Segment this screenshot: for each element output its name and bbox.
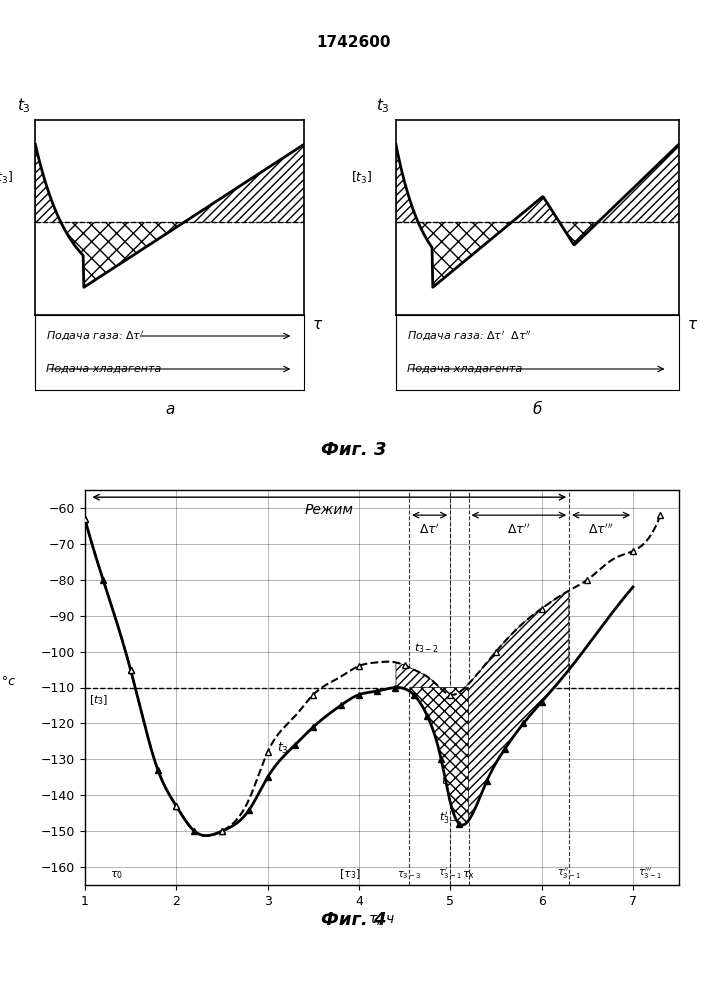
Text: Подача хладагента: Подача хладагента: [407, 364, 522, 374]
Y-axis label: t, °c: t, °c: [0, 674, 15, 688]
Text: а: а: [165, 402, 175, 418]
Text: Подача газа: $\Delta\tau^{\prime}$  $\Delta\tau^{\prime\prime}$: Подача газа: $\Delta\tau^{\prime}$ $\Del…: [407, 329, 532, 343]
Text: 1742600: 1742600: [316, 35, 391, 50]
Text: Фиг. 3: Фиг. 3: [321, 441, 386, 459]
Text: $t_3$: $t_3$: [16, 96, 30, 115]
Text: $\tau$: $\tau$: [312, 317, 323, 332]
Text: Режим: Режим: [305, 503, 354, 517]
Text: Подача хладагента: Подача хладагента: [46, 364, 161, 374]
Text: $[t_3]$: $[t_3]$: [0, 170, 14, 186]
Text: Фиг. 4: Фиг. 4: [321, 911, 386, 929]
Text: $[\tau_3]$: $[\tau_3]$: [339, 868, 361, 881]
Text: $\Delta\tau^{\prime\prime}$: $\Delta\tau^{\prime\prime}$: [507, 522, 530, 537]
Text: $t_3$: $t_3$: [276, 741, 288, 756]
Text: Подача газа: $\Delta\tau^{\prime}$: Подача газа: $\Delta\tau^{\prime}$: [46, 329, 144, 343]
Text: $t_3$: $t_3$: [376, 96, 390, 115]
Text: $t_{3-1}$: $t_{3-1}$: [455, 706, 480, 720]
Text: $\Delta\tau^{\prime}$: $\Delta\tau^{\prime}$: [419, 522, 440, 537]
Text: $[t_3]$: $[t_3]$: [89, 693, 109, 707]
Text: $\tau$: $\tau$: [687, 317, 699, 332]
Text: б: б: [532, 402, 542, 418]
X-axis label: $\tau$, ч: $\tau$, ч: [368, 913, 395, 927]
Text: $[t_3]$: $[t_3]$: [351, 170, 372, 186]
Text: $t_{3-3}$: $t_{3-3}$: [441, 774, 467, 788]
Text: $\tau_0$: $\tau_0$: [110, 870, 123, 881]
Text: $\Delta\tau^{\prime\prime\prime}$: $\Delta\tau^{\prime\prime\prime}$: [588, 522, 614, 537]
Text: $\tau^{\prime\prime\prime}_{3-1}$: $\tau^{\prime\prime\prime}_{3-1}$: [638, 867, 662, 881]
Text: $t^{\prime}_{3-1}$: $t^{\prime}_{3-1}$: [439, 810, 464, 826]
Text: $\tau^{\prime}_{3-1}$: $\tau^{\prime}_{3-1}$: [438, 867, 462, 881]
Text: $\tau_\kappa$: $\tau_\kappa$: [462, 870, 475, 881]
Text: $t_{3-2}$: $t_{3-2}$: [414, 642, 439, 655]
Text: $\tau_{3-3}$: $\tau_{3-3}$: [397, 870, 421, 881]
Text: $\tau^{\prime\prime}_{3-1}$: $\tau^{\prime\prime}_{3-1}$: [557, 867, 581, 881]
